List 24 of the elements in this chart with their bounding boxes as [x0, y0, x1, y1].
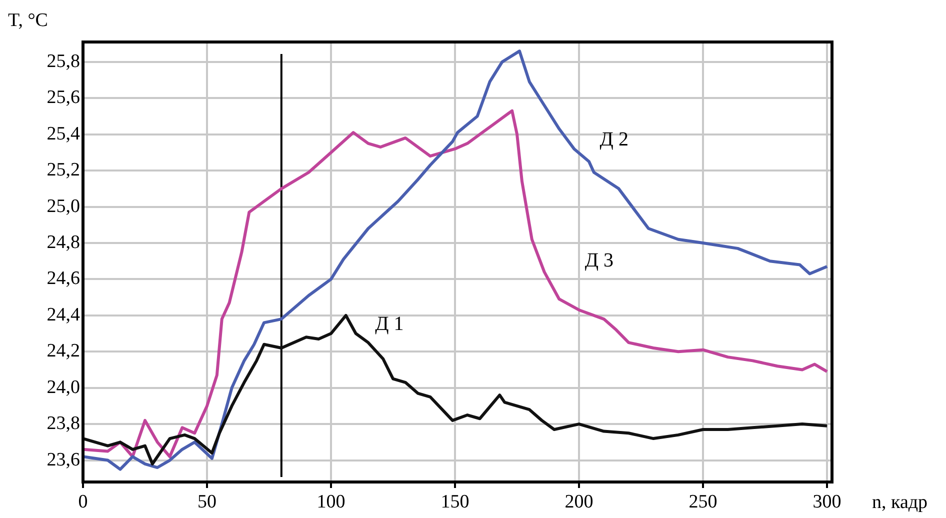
y-tick-label: 24,6	[46, 268, 80, 290]
x-tick-label: 250	[688, 491, 718, 512]
y-tick-label: 24,2	[46, 340, 80, 362]
x-tick-label: 200	[564, 491, 594, 512]
y-tick-label: 25,4	[46, 123, 80, 144]
y-tick-label: 25,6	[46, 87, 80, 108]
x-tick-label: 150	[440, 491, 470, 512]
y-tick-label: 24,4	[46, 304, 80, 326]
y-axis-title: T, °C	[8, 10, 48, 31]
x-tick-label: 50	[198, 491, 217, 512]
series-label: Д 3	[584, 249, 614, 272]
y-tick-label: 24,8	[46, 232, 80, 253]
x-axis-title: n, кадр	[872, 492, 928, 513]
x-tick-label: 100	[316, 491, 346, 512]
y-tick-label: 25,8	[46, 50, 80, 72]
y-tick-label: 23,8	[46, 413, 80, 434]
y-tick-label: 25,0	[46, 196, 80, 217]
series-label: Д 2	[600, 128, 628, 150]
x-tick-label: 0	[78, 491, 88, 512]
series-label: Д 1	[375, 313, 404, 336]
y-tick-label: 24,0	[46, 376, 80, 398]
x-tick-label: 300	[812, 491, 842, 512]
y-tick-label: 25,2	[46, 160, 80, 181]
y-tick-label: 23,6	[46, 449, 80, 470]
